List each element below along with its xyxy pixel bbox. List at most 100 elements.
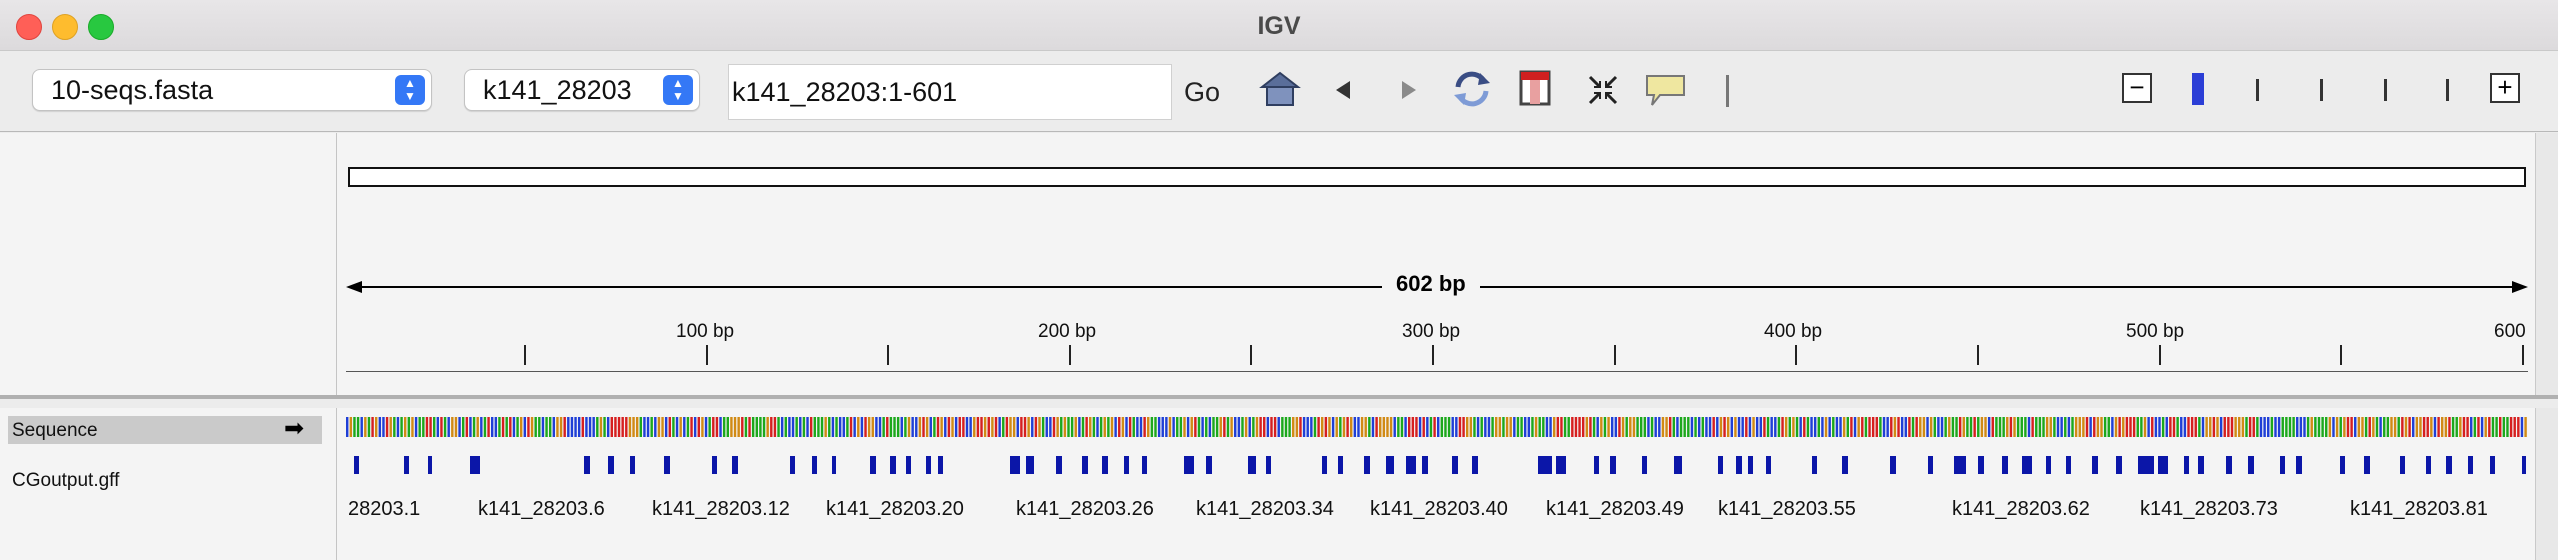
gff-feature[interactable] [732, 456, 738, 474]
gff-feature[interactable] [1978, 456, 1984, 474]
gff-feature[interactable] [2184, 456, 2189, 474]
gff-feature[interactable] [1610, 456, 1616, 474]
zoom-out-button[interactable]: − [2122, 73, 2152, 103]
gff-feature[interactable] [790, 456, 795, 474]
gff-feature[interactable] [2198, 456, 2204, 474]
gff-feature[interactable] [404, 456, 409, 474]
gff-feature[interactable] [1748, 456, 1753, 474]
popup-text-icon[interactable] [1644, 73, 1688, 109]
gff-feature[interactable] [2522, 456, 2526, 474]
gff-feature[interactable] [2002, 456, 2008, 474]
gff-feature[interactable] [1954, 456, 1966, 474]
gff-feature[interactable] [2446, 456, 2452, 474]
gff-feature[interactable] [630, 456, 635, 474]
gff-feature[interactable] [938, 456, 943, 474]
gff-feature[interactable] [2066, 456, 2071, 474]
header-scrollbar[interactable] [2535, 133, 2558, 395]
zoom-level-tick[interactable] [2384, 79, 2387, 101]
refresh-icon[interactable] [1448, 65, 1496, 113]
gff-feature[interactable] [2400, 456, 2405, 474]
gff-feature[interactable] [1142, 456, 1147, 474]
chromosome-select[interactable]: k141_28203 ▲ ▼ [464, 69, 700, 111]
chromosome-ideogram[interactable] [348, 167, 2526, 187]
minimize-window-button[interactable] [52, 14, 78, 40]
gff-feature[interactable] [1082, 456, 1088, 474]
region-of-interest-icon[interactable] [1518, 69, 1554, 109]
gff-feature[interactable] [2340, 456, 2345, 474]
gff-feature[interactable] [1406, 456, 1416, 474]
gff-feature[interactable] [1642, 456, 1647, 474]
gff-feature[interactable] [1056, 456, 1062, 474]
locus-input[interactable]: k141_28203:1-601 [728, 64, 1172, 120]
gff-feature[interactable] [890, 456, 896, 474]
gff-feature[interactable] [870, 456, 876, 474]
gff-feature[interactable] [664, 456, 670, 474]
gff-feature[interactable] [1674, 456, 1682, 474]
gff-feature[interactable] [832, 456, 836, 474]
gff-feature[interactable] [1338, 456, 1343, 474]
data-scrollbar[interactable] [2535, 408, 2558, 560]
gff-feature[interactable] [1026, 456, 1034, 474]
gff-feature[interactable] [1184, 456, 1194, 474]
back-icon[interactable] [1334, 79, 1354, 101]
gff-feature[interactable] [1386, 456, 1394, 474]
resize-to-window-icon[interactable] [1586, 73, 1620, 107]
gff-feature[interactable] [1248, 456, 1256, 474]
zoom-level-tick[interactable] [2320, 79, 2323, 101]
gff-feature[interactable] [1472, 456, 1478, 474]
gff-feature[interactable] [608, 456, 614, 474]
maximize-window-button[interactable] [88, 14, 114, 40]
close-window-button[interactable] [16, 14, 42, 40]
sequence-track-header[interactable] [8, 416, 322, 444]
gff-feature[interactable] [470, 456, 480, 474]
gff-feature[interactable] [2364, 456, 2370, 474]
gff-feature[interactable] [2426, 456, 2431, 474]
go-button[interactable]: Go [1184, 77, 1221, 107]
gff-feature[interactable] [812, 456, 817, 474]
gff-feature[interactable] [1718, 456, 1723, 474]
ruler-area[interactable]: 602 bp 100 bp 200 bp 300 bp 400 bp 500 b… [346, 133, 2528, 395]
gff-feature[interactable] [1556, 456, 1566, 474]
gff-feature[interactable] [1422, 456, 1428, 474]
gff-feature[interactable] [428, 456, 432, 474]
gff-feature[interactable] [1766, 456, 1771, 474]
gff-feature[interactable] [1124, 456, 1129, 474]
gff-feature[interactable] [1010, 456, 1020, 474]
gff-feature[interactable] [906, 456, 911, 474]
gff-feature[interactable] [2092, 456, 2098, 474]
gff-feature[interactable] [2296, 456, 2302, 474]
gff-feature[interactable] [2022, 456, 2032, 474]
gff-feature[interactable] [2468, 456, 2473, 474]
gff-feature[interactable] [1890, 456, 1896, 474]
zoom-level-tick[interactable] [2256, 79, 2259, 101]
gff-feature[interactable] [1594, 456, 1599, 474]
home-icon[interactable] [1258, 67, 1302, 111]
gff-feature[interactable] [2490, 456, 2495, 474]
gff-feature[interactable] [1266, 456, 1271, 474]
gff-feature[interactable] [1928, 456, 1933, 474]
gff-feature[interactable] [712, 456, 717, 474]
gff-feature[interactable] [2116, 456, 2122, 474]
gff-feature[interactable] [1322, 456, 1327, 474]
gff-feature[interactable] [1812, 456, 1817, 474]
genome-select[interactable]: 10-seqs.fasta ▲ ▼ [32, 69, 432, 111]
gff-feature[interactable] [1842, 456, 1848, 474]
zoom-level-current[interactable] [2192, 73, 2204, 105]
gff-feature[interactable] [354, 456, 359, 474]
gff-feature[interactable] [2248, 456, 2254, 474]
gff-feature[interactable] [2280, 456, 2285, 474]
gff-feature[interactable] [1736, 456, 1742, 474]
zoom-level-tick[interactable] [2446, 79, 2449, 101]
gff-feature[interactable] [2158, 456, 2168, 474]
gff-feature[interactable] [1102, 456, 1108, 474]
gff-feature[interactable] [2138, 456, 2154, 474]
gff-feature[interactable] [1452, 456, 1458, 474]
forward-icon[interactable] [1398, 79, 1418, 101]
gff-feature[interactable] [1206, 456, 1212, 474]
gff-feature[interactable] [2226, 456, 2232, 474]
gff-feature[interactable] [1364, 456, 1370, 474]
track-data-area[interactable]: 28203.1 k141_28203.6 k141_28203.12 k141_… [346, 408, 2528, 560]
gff-feature[interactable] [2046, 456, 2051, 474]
gff-feature[interactable] [926, 456, 931, 474]
zoom-in-button[interactable]: + [2490, 73, 2520, 103]
